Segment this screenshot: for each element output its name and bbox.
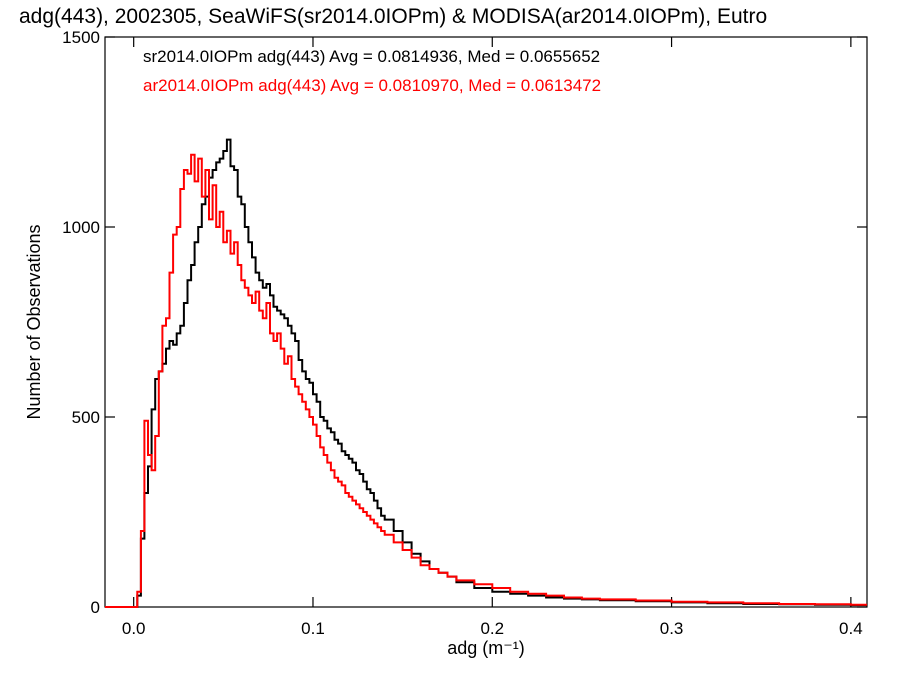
y-tick-label: 0 bbox=[91, 598, 100, 617]
legend: sr2014.0IOPm adg(443) Avg = 0.0814936, M… bbox=[143, 47, 601, 95]
x-axis-ticks: 0.0 0.1 0.2 0.3 0.4 bbox=[122, 37, 863, 638]
y-tick-label: 1500 bbox=[62, 28, 100, 47]
x-axis-title: adg (m⁻¹) bbox=[447, 638, 525, 658]
x-tick-label: 0.2 bbox=[480, 619, 504, 638]
x-tick-label: 0.0 bbox=[122, 619, 146, 638]
series-line-1 bbox=[105, 138, 867, 608]
x-tick-label: 0.3 bbox=[660, 619, 684, 638]
x-tick-label: 0.4 bbox=[839, 619, 863, 638]
legend-entry-1: sr2014.0IOPm adg(443) Avg = 0.0814936, M… bbox=[143, 47, 600, 66]
y-tick-label: 500 bbox=[72, 408, 100, 427]
chart-title: adg(443), 2002305, SeaWiFS(sr2014.0IOPm)… bbox=[19, 5, 767, 28]
x-tick-label: 0.1 bbox=[301, 619, 325, 638]
y-tick-label: 1000 bbox=[62, 218, 100, 237]
y-axis-ticks: 0 500 1000 1500 bbox=[62, 28, 867, 617]
y-axis-title: Number of Observations bbox=[24, 224, 44, 419]
legend-entry-2: ar2014.0IOPm adg(443) Avg = 0.0810970, M… bbox=[143, 76, 601, 95]
series-layer bbox=[105, 138, 867, 608]
series-line-2 bbox=[105, 153, 867, 608]
plot-frame bbox=[104, 36, 868, 608]
